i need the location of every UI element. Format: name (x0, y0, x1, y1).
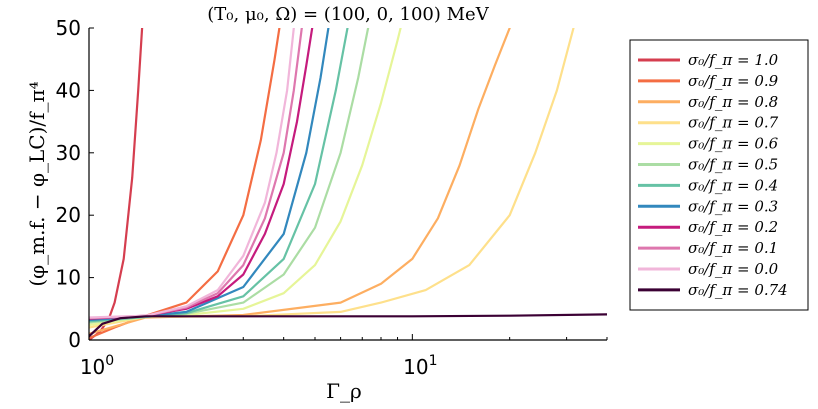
legend-label-2: σ₀/f_π = 0.8 (688, 93, 778, 111)
legend-label-6: σ₀/f_π = 0.4 (688, 176, 778, 194)
series-line-10 (89, 28, 295, 319)
x-axis-label: Γ_ρ (326, 379, 362, 403)
series-layer (89, 28, 607, 340)
y-tick-label: 40 (56, 78, 81, 102)
legend-label-0: σ₀/f_π = 1.0 (688, 51, 779, 69)
legend-label-1: σ₀/f_π = 0.9 (688, 72, 779, 90)
legend-label-7: σ₀/f_π = 0.3 (688, 197, 778, 215)
plot-frame (88, 28, 607, 341)
y-tick-label: 50 (56, 16, 81, 40)
ticks-layer: 0 10 20 30 40 50 100 101 (56, 16, 608, 379)
legend-box (629, 39, 809, 311)
chart-title: (T₀, μ₀, Ω) = (100, 0, 100) MeV (207, 4, 489, 25)
legend-label-9: σ₀/f_π = 0.1 (688, 239, 778, 257)
legend-label-3: σ₀/f_π = 0.7 (688, 114, 779, 132)
legend-label-10: σ₀/f_π = 0.0 (688, 260, 779, 278)
legend: σ₀/f_π = 1.0 σ₀/f_π = 0.9 σ₀/f_π = 0.8 σ₀/f… (629, 39, 809, 311)
y-axis-label: (φ_m.f. − φ_LC)/f_π⁴ (25, 81, 49, 286)
legend-label-4: σ₀/f_π = 0.6 (688, 135, 779, 153)
legend-label-8: σ₀/f_π = 0.2 (688, 218, 778, 236)
legend-items: σ₀/f_π = 1.0 σ₀/f_π = 0.9 σ₀/f_π = 0.8 σ₀/f… (638, 51, 788, 299)
x-tick-label: 100 (80, 353, 114, 379)
legend-label-11: σ₀/f_π = 0.74 (688, 281, 788, 299)
y-tick-label: 20 (56, 203, 81, 227)
y-tick-label: 30 (56, 141, 81, 165)
y-tick-label: 10 (56, 266, 81, 290)
series-line-11 (89, 313, 607, 338)
plot-background (89, 28, 607, 340)
y-tick-label: 0 (68, 328, 81, 352)
legend-label-5: σ₀/f_π = 0.5 (688, 156, 778, 174)
x-tick-label: 101 (403, 353, 437, 379)
